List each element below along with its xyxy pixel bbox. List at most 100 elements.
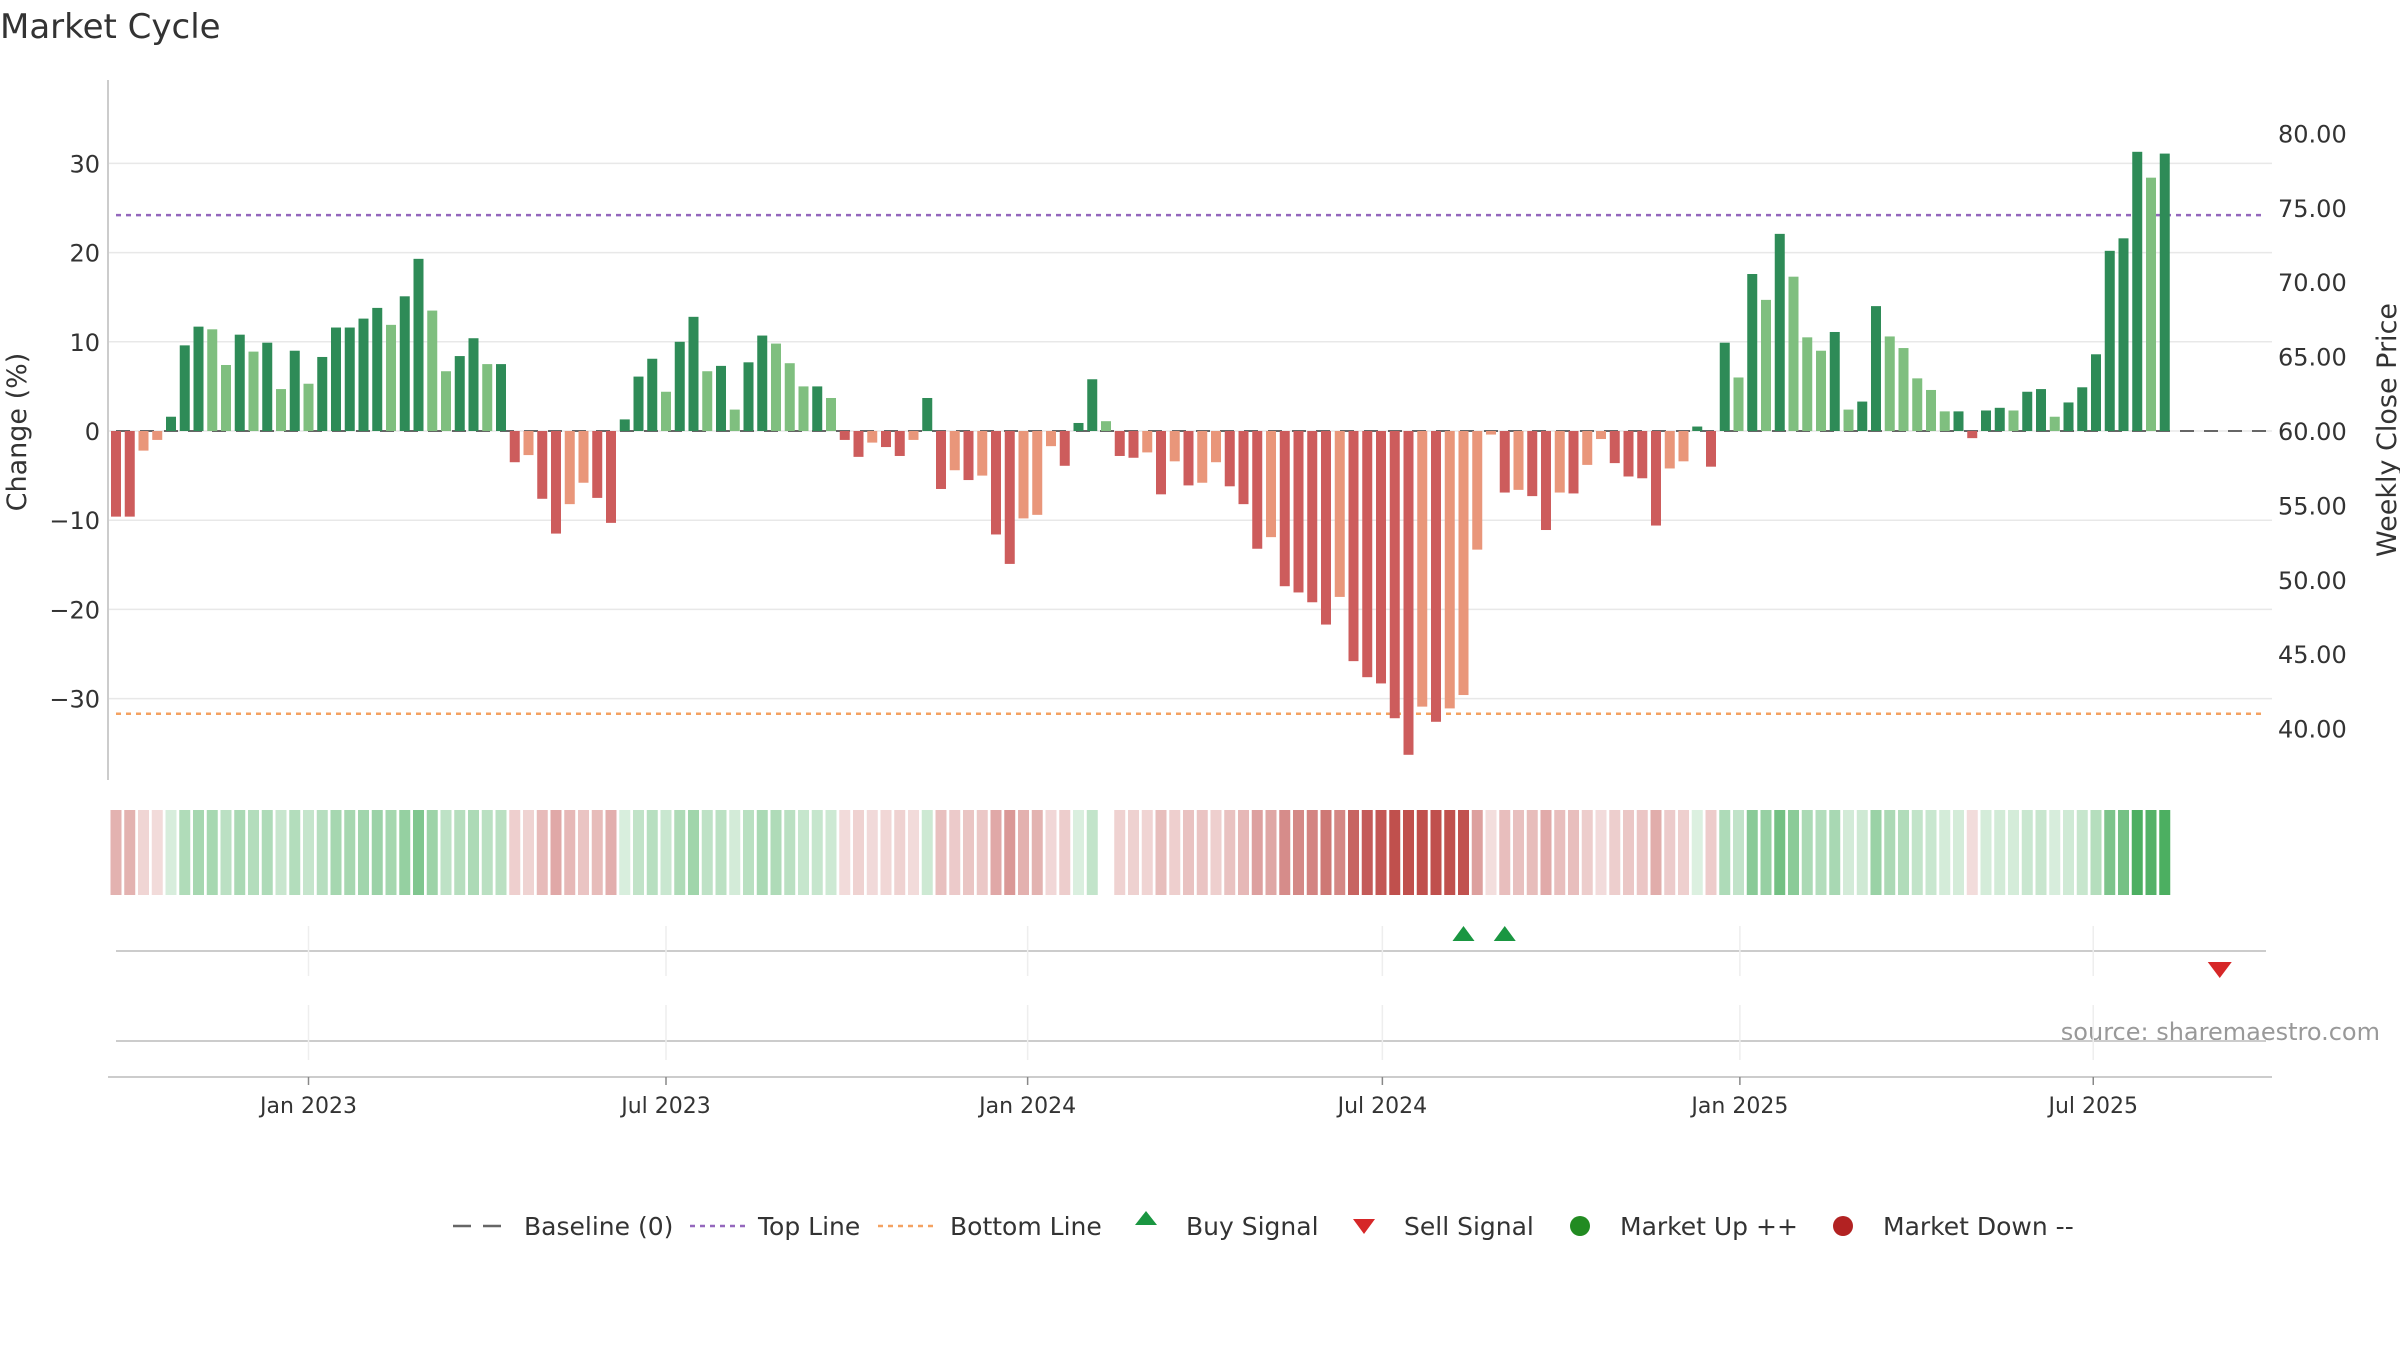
heat-strip-cell [330,810,342,895]
heat-strip-cell [2021,810,2033,895]
heat-strip-cell [2118,810,2129,895]
heat-strip-cell [1031,810,1043,895]
change-bar [1114,431,1125,456]
change-bar [647,358,658,431]
heat-strip-cell [495,810,507,895]
heat-strip-cell [1155,810,1167,895]
y-tick-label-right: 50.00 [2278,567,2347,595]
signal-panel [116,926,2266,1060]
heat-strip-cell [866,810,878,895]
heat-strip-cell [1650,810,1662,895]
change-bar [1761,299,1771,431]
change-bar [716,365,726,431]
heat-strip-cell [303,810,314,895]
heat-strip-cell [1238,810,1249,895]
heat-strip-cell [1678,810,1689,895]
legend-label: Baseline (0) [524,1212,673,1241]
change-bar [2104,250,2115,431]
change-bar [496,364,506,431]
change-bar [2036,389,2046,431]
x-tick-label: Jul 2025 [2046,1094,2138,1119]
heat-strip-cell [1265,810,1277,895]
change-bar [1417,431,1428,707]
change-bar [1912,378,1923,431]
legend-marker-sell-triangle [1353,1219,1375,1234]
change-bar [1582,431,1593,465]
change-bar [1596,431,1606,440]
heat-strip-cell [633,810,644,895]
heat-strip-cell [1843,810,1854,895]
change-bar [2132,151,2143,431]
change-bar [1706,431,1716,467]
change-bar [881,431,891,448]
heat-strip-cell [1829,810,1841,895]
change-bar [1664,431,1675,469]
change-bar [1059,431,1070,466]
x-axis: Jan 2023 Jul 2023 Jan 2024 Jul 2024 Jan 2025… [108,1076,2272,1119]
sell-signal-marker [2207,962,2232,978]
change-bar [1884,336,1895,431]
change-bar [1747,274,1758,431]
heat-strip-cell [289,810,301,895]
heat-strip-cell [1554,810,1566,895]
change-bar [441,371,451,431]
change-bar [784,363,795,431]
heat-strip-cell [839,810,851,895]
legend: Baseline (0) Top Line Bottom Line Buy Signa… [453,1211,2074,1241]
heat-strip-cell [1196,810,1208,895]
heat-strip-cell [1636,810,1648,895]
heat-strip-cell [908,810,919,895]
change-bar [482,364,493,431]
change-bar [1279,431,1290,587]
change-bar [111,431,121,517]
change-bar [1376,431,1386,684]
heat-strip-cell [193,810,204,895]
change-bar [358,318,369,431]
heat-strip-cell [1403,810,1414,895]
y-axis-right-label: Weekly Close Price [2372,303,2400,557]
change-bar [1334,431,1345,597]
change-bar [2118,238,2129,431]
x-tick-label: Jan 2023 [258,1094,357,1119]
heat-strip-cell [1086,810,1098,895]
heat-strip-cell [2131,810,2143,895]
change-bar [606,431,616,523]
change-bar [1458,431,1469,696]
change-bar [1898,348,1909,431]
change-bar [826,397,836,431]
heat-strip-cell [1210,810,1222,895]
heat-strip-cell [358,810,369,895]
change-bar [276,389,286,431]
change-bar [1719,342,1730,431]
change-bar [1857,401,1868,431]
change-bar [537,431,548,499]
heat-strip-cell [853,810,864,895]
change-bar [1073,422,1084,431]
heat-strip-cell [1595,810,1607,895]
heat-strip-cell [949,810,961,895]
change-bar [317,356,328,431]
change-bar [152,431,163,440]
heat-strip-cell [811,810,823,895]
legend-label: Market Down -- [1883,1212,2074,1241]
change-bar [1637,431,1648,479]
heat-strip-cell [1898,810,1909,895]
change-bar [289,350,300,431]
heat-strip-cell [605,810,617,895]
change-bar [578,431,589,483]
change-bar [1224,431,1235,487]
change-bar [2159,153,2170,431]
change-bar [661,391,671,431]
heat-strip-cell [2104,810,2116,895]
heat-strip-cell [1870,810,1882,895]
y-tick-label-left: 0 [85,418,100,446]
change-bar [1389,431,1400,719]
change-bar [1348,431,1359,662]
change-bar [936,431,946,489]
legend-item: Baseline (0) [453,1212,673,1241]
change-bar [1197,431,1208,483]
heat-strip-cell [2145,810,2157,895]
change-bar [399,296,410,431]
buy-signal-marker [1452,926,1475,941]
